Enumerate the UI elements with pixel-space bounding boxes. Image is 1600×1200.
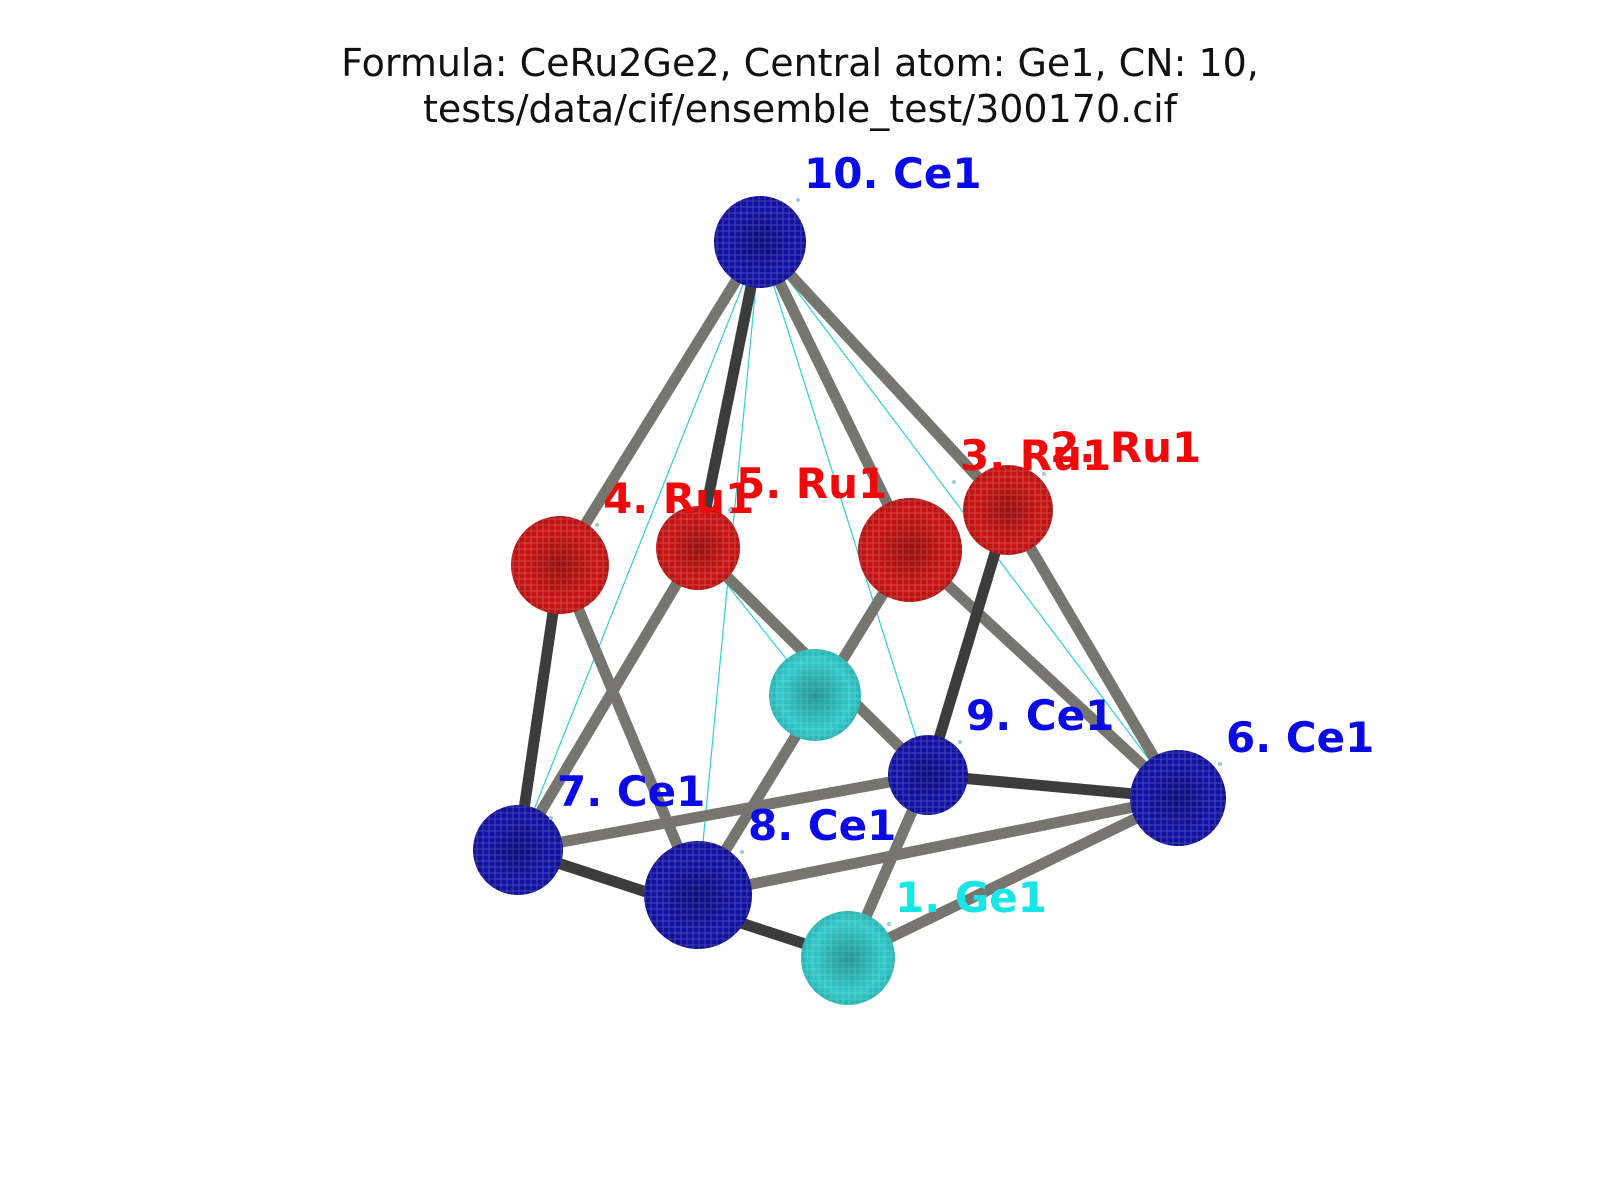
bond-5-7 xyxy=(513,545,703,853)
atom-7-sphere xyxy=(473,805,563,895)
label-anchor-4 xyxy=(595,523,599,527)
thin-line-10-7 xyxy=(517,241,761,851)
atom-label-6: 6. Ce1 xyxy=(1226,713,1374,762)
bond-10-4 xyxy=(555,239,765,568)
atom-label-1: 1. Ge1 xyxy=(895,873,1047,922)
label-anchor-10 xyxy=(796,198,800,202)
atom-3-sphere xyxy=(858,498,962,602)
atom-label-10: 10. Ce1 xyxy=(804,149,982,198)
atom-8-sphere xyxy=(644,841,752,949)
atom-label-9: 9. Ce1 xyxy=(966,691,1114,740)
bond-10-2 xyxy=(755,238,1013,514)
atom-2-sphere xyxy=(963,465,1053,555)
bond-10-5 xyxy=(692,240,766,550)
title-line-1: Formula: CeRu2Ge2, Central atom: Ge1, CN… xyxy=(341,41,1259,85)
bond-4-8 xyxy=(554,562,704,898)
atom-label-7: 7. Ce1 xyxy=(557,767,705,816)
atom-label-4: 4. Ru1 xyxy=(603,474,754,523)
thin-line-10-9 xyxy=(759,241,929,776)
label-anchor-3 xyxy=(952,480,956,484)
bond-2-6 xyxy=(1003,507,1183,801)
atom-1-sphere xyxy=(801,911,895,1005)
atom-10-sphere xyxy=(714,196,806,288)
bond-7-9 xyxy=(517,769,929,856)
bond-1-6 xyxy=(845,793,1181,963)
label-anchor-1 xyxy=(887,922,891,926)
label-anchor-7 xyxy=(549,816,553,820)
label-anchor-6 xyxy=(1218,762,1222,766)
atom-4-sphere xyxy=(511,516,609,614)
atom-5-sphere xyxy=(656,506,740,590)
title-line-2: tests/data/cif/ensemble_test/300170.cif xyxy=(422,87,1178,131)
atom-layer xyxy=(473,196,1226,1005)
label-anchor-9 xyxy=(958,740,962,744)
bond-8-6 xyxy=(696,792,1180,901)
figure-title: Formula: CeRu2Ge2, Central atom: Ge1, CN… xyxy=(0,40,1600,132)
label-anchor-8 xyxy=(740,850,744,854)
bond-10-3 xyxy=(755,239,915,553)
atom-central-ge-sphere xyxy=(769,649,861,741)
label-anchor-2 xyxy=(1042,472,1046,476)
atom-label-8: 8. Ce1 xyxy=(748,801,896,850)
atom-label-3: 3. Ru1 xyxy=(960,431,1111,480)
bond-2-9 xyxy=(922,508,1014,777)
atom-label-5: 5. Ru1 xyxy=(736,459,887,508)
atom-6-sphere xyxy=(1130,750,1226,846)
label-anchor-5 xyxy=(728,508,732,512)
atom-9-sphere xyxy=(888,735,968,815)
bond-3-6 xyxy=(906,545,1182,803)
atom-label-2: 2. Ru1 xyxy=(1050,423,1201,472)
